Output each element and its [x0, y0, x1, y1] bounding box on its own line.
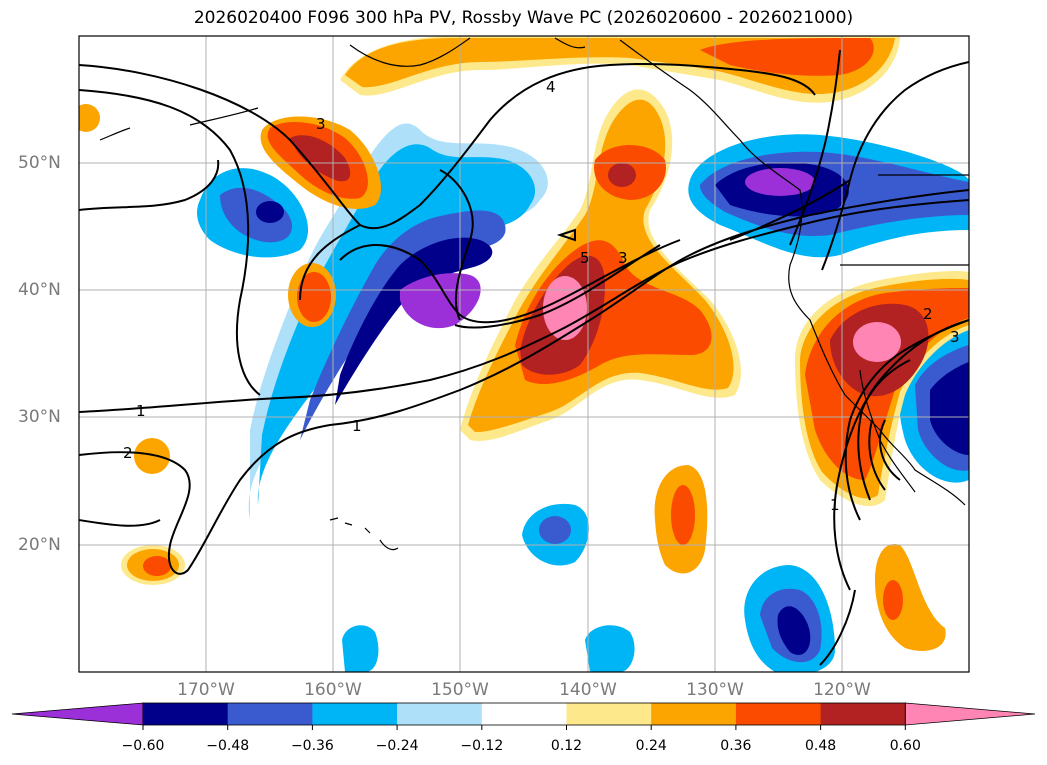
- contour-label: 3: [316, 115, 326, 133]
- colorbar-segment: [312, 703, 398, 725]
- colorbar-segment: [904, 702, 1036, 726]
- colorbar-segment: [820, 703, 906, 725]
- colorbar-tick-label: −0.48: [206, 738, 250, 754]
- lon-label: 130°W: [686, 680, 744, 700]
- contour-label: 2: [923, 305, 933, 323]
- colorbar-segment: [143, 703, 229, 725]
- colorbar-segment: [651, 703, 737, 725]
- colorbar-tick-label: −0.60: [121, 738, 165, 754]
- colorbar-outline: [142, 702, 906, 726]
- colorbar-tick-label: 0.48: [805, 738, 837, 754]
- colorbar-tick-label: 0.60: [889, 738, 921, 754]
- colorbar-segment: [735, 703, 822, 725]
- contour-label: 3: [950, 328, 960, 346]
- colorbar-segment: [566, 703, 652, 725]
- pv-shading: [79, 36, 969, 672]
- lat-label: 50°N: [18, 153, 61, 173]
- colorbar-segment: [227, 703, 313, 725]
- map-title: 2026020400 F096 300 hPa PV, Rossby Wave …: [193, 8, 854, 28]
- colorbar-tick-label: 0.36: [720, 738, 752, 754]
- contour-label: 2: [123, 444, 133, 462]
- contour-label: 1: [352, 417, 362, 435]
- colorbar-tick-label: −0.12: [460, 738, 504, 754]
- lon-label: 140°W: [559, 680, 617, 700]
- rossby-contours: [79, 49, 969, 666]
- contour-label: 5: [580, 249, 590, 267]
- lat-label: 30°N: [18, 407, 61, 427]
- colorbar-tick-label: −0.36: [290, 738, 334, 754]
- colorbar-segment: [481, 703, 567, 725]
- contour-label: 1: [136, 402, 146, 420]
- lon-label: 120°W: [813, 680, 871, 700]
- colorbar-segment: [11, 702, 144, 726]
- colorbar-segment: [397, 703, 483, 725]
- contour-label: 3: [618, 249, 628, 267]
- contour-label: 1: [830, 496, 840, 514]
- lon-label: 170°W: [177, 680, 235, 700]
- lon-label: 150°W: [431, 680, 489, 700]
- map-canvas: 4 3 5 3 1 1 2 2 3 1: [78, 35, 970, 673]
- contour-label: 4: [546, 78, 556, 96]
- map-frame: [78, 35, 970, 673]
- contour-labels: 4 3 5 3 1 1 2 2 3 1: [123, 78, 960, 514]
- colorbar-tick-label: 0.24: [635, 738, 667, 754]
- colorbar-tick-label: 0.12: [550, 738, 583, 754]
- lat-label: 20°N: [18, 535, 61, 555]
- lat-label: 40°N: [18, 280, 61, 300]
- lon-label: 160°W: [304, 680, 362, 700]
- colorbar-tick-label: −0.24: [375, 738, 419, 754]
